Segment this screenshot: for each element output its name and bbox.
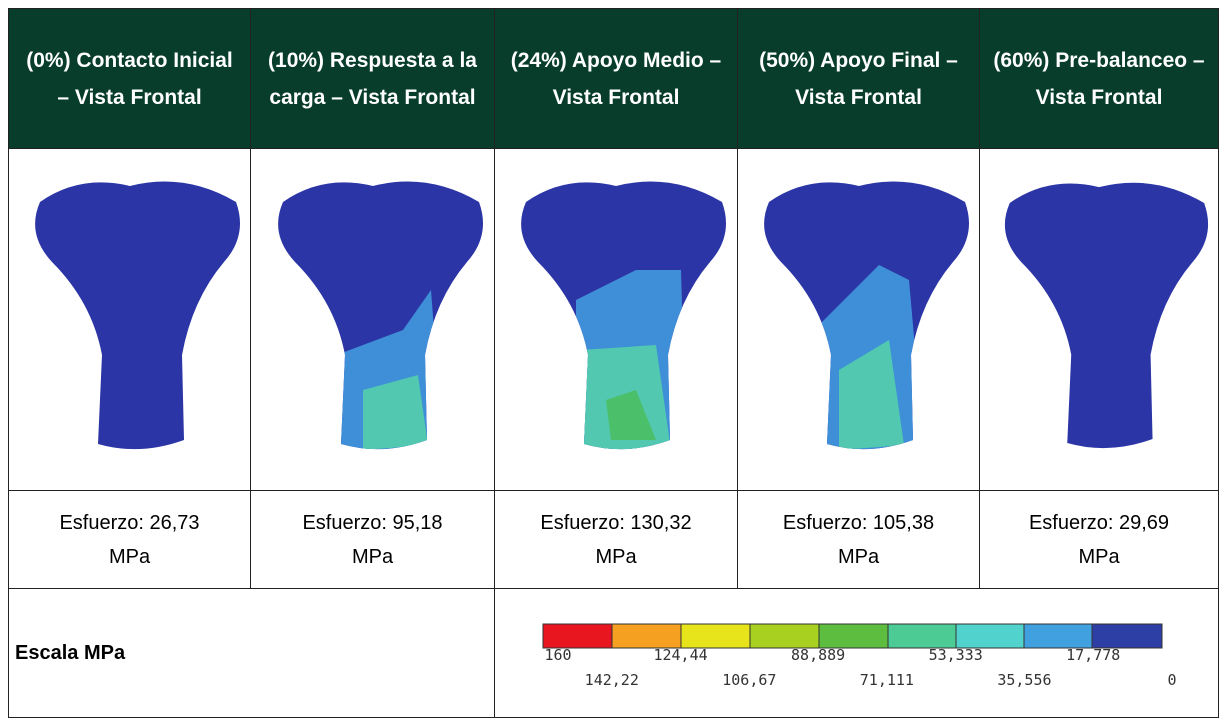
- tibia-model: [277, 181, 483, 449]
- header-cell: (24%) Apoyo Medio – Vista Frontal: [494, 8, 738, 149]
- scale-tick-label: 53,333: [928, 646, 982, 664]
- image-cell: [979, 148, 1219, 491]
- result-cell: Esfuerzo: 29,69 MPa: [979, 490, 1219, 589]
- tibia-model: [763, 181, 969, 449]
- result-text: Esfuerzo: 95,18 MPa: [302, 511, 443, 568]
- scale-label: Escala MPa: [15, 641, 126, 664]
- header-text: (10%) Respuesta a la carga – Vista Front…: [268, 48, 477, 109]
- image-cell: [494, 148, 738, 491]
- scale-label-cell: Escala MPa: [8, 588, 495, 718]
- header-text: (50%) Apoyo Final – Vista Frontal: [759, 48, 958, 109]
- header-cell: (10%) Respuesta a la carga – Vista Front…: [250, 8, 495, 149]
- result-cell: Esfuerzo: 105,38 MPa: [737, 490, 980, 589]
- scale-tick-label: 71,111: [859, 671, 913, 689]
- scale-tick-label: 142,22: [584, 671, 638, 689]
- tibia-model: [1004, 182, 1209, 448]
- header-cell: (60%) Pre-balanceo – Vista Frontal: [979, 8, 1219, 149]
- scale-tick-label: 88,889: [791, 646, 845, 664]
- color-scale: 160 142,22 124,44 106,67 88,889 71,111 53,333 3…: [542, 623, 1176, 689]
- scale-tick-label: 160: [544, 646, 571, 664]
- result-cell: Esfuerzo: 95,18 MPa: [250, 490, 495, 589]
- result-text: Esfuerzo: 29,69 MPa: [1028, 511, 1170, 568]
- header-text: (60%) Pre-balanceo – Vista Frontal: [993, 48, 1205, 109]
- scale-cell: 160 142,22 124,44 106,67 88,889 71,111 53,333 3…: [494, 588, 1219, 718]
- image-cell: [8, 148, 251, 491]
- scale-tick-label: 106,67: [722, 671, 776, 689]
- tibia-model: [521, 181, 726, 449]
- header-cell: (0%) Contacto Inicial – Vista Frontal: [8, 8, 251, 149]
- result-text: Esfuerzo: 130,32 MPa: [540, 511, 692, 568]
- scale-tick-label: 35,556: [997, 671, 1051, 689]
- scale-tick-label: 124,44: [653, 646, 707, 664]
- header-text: (0%) Contacto Inicial – Vista Frontal: [26, 48, 233, 109]
- header-text: (24%) Apoyo Medio – Vista Frontal: [510, 48, 722, 109]
- image-cell: [737, 148, 980, 491]
- scale-tick-label: 17,778: [1066, 646, 1120, 664]
- scale-tick-label: 0: [1167, 671, 1176, 689]
- result-text: Esfuerzo: 26,73 MPa: [59, 511, 200, 568]
- result-cell: Esfuerzo: 130,32 MPa: [494, 490, 738, 589]
- tibia-model: [34, 181, 240, 449]
- header-cell: (50%) Apoyo Final – Vista Frontal: [737, 8, 980, 149]
- result-cell: Esfuerzo: 26,73 MPa: [8, 490, 251, 589]
- result-text: Esfuerzo: 105,38 MPa: [782, 511, 935, 568]
- image-cell: [250, 148, 495, 491]
